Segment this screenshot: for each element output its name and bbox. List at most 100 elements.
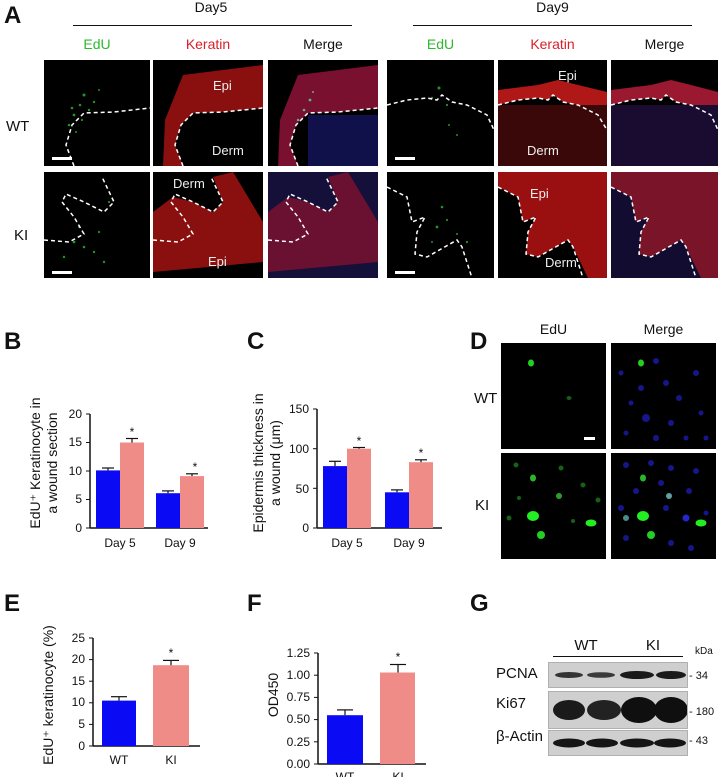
mw-value: 34 <box>695 670 708 682</box>
y-axis-label-line1: EdU⁺ Keratinocyte in <box>27 397 43 528</box>
scale-bar <box>52 157 72 160</box>
mw-value: 43 <box>695 735 708 747</box>
blot-pcna <box>548 662 688 688</box>
label-epi: Epi <box>213 78 232 93</box>
y-tick: 1.25 <box>287 646 311 660</box>
significance-star: * <box>193 460 198 474</box>
col-edu: EdU <box>539 321 568 337</box>
bar-wt <box>102 700 136 746</box>
x-tick: KI <box>165 753 176 767</box>
y-tick: 0 <box>78 739 85 753</box>
image-day5-wt-keratin: Epi Derm <box>153 60 263 166</box>
col-merge: Merge <box>643 321 684 337</box>
blot-actin <box>548 730 688 756</box>
bar-ki-day9 <box>180 476 204 528</box>
x-tick: Day 9 <box>164 536 196 550</box>
y-axis-label-line2: a wound section <box>44 412 60 513</box>
x-tick: Day 5 <box>331 536 363 550</box>
blot-ki67 <box>548 691 688 729</box>
y-tick: 5 <box>75 492 82 506</box>
mw-marker-180: - 180 <box>689 706 715 718</box>
bar-wt-day9 <box>156 493 180 528</box>
group-label-ki: KI <box>645 637 661 654</box>
panel-label-g: G <box>470 590 489 617</box>
y-axis-label: OD450 <box>265 673 281 718</box>
label-derm: Derm <box>173 176 205 191</box>
mw-value: 180 <box>695 706 715 718</box>
day9-rule <box>413 25 692 26</box>
day5-rule <box>73 25 352 26</box>
image-day9-wt-keratin: Epi Derm <box>498 60 607 166</box>
day9-title: Day9 <box>536 0 569 15</box>
bar-ki-day5 <box>347 448 371 528</box>
bar-ki-day5 <box>120 442 144 528</box>
image-day9-wt-edu <box>387 60 494 166</box>
y-tick: 20 <box>69 407 83 421</box>
scale-bar <box>52 271 72 274</box>
y-tick: 150 <box>289 402 309 416</box>
y-tick: 15 <box>72 674 86 688</box>
label-epi: Epi <box>530 186 549 201</box>
y-tick: 10 <box>69 464 83 478</box>
image-day5-ki-keratin: Derm Epi <box>153 172 263 278</box>
group-rule-wt <box>553 656 655 657</box>
y-tick: 0.25 <box>287 735 311 749</box>
x-tick: WT <box>336 770 355 777</box>
y-tick: 15 <box>69 435 83 449</box>
image-day5-ki-edu <box>44 172 150 278</box>
image-day9-ki-merge <box>611 172 718 278</box>
y-axis-label: EdU⁺ keratinocyte (%) <box>40 625 56 765</box>
y-tick: 50 <box>296 482 310 496</box>
col-keratin-day9: Keratin <box>530 36 575 52</box>
col-keratin-day5: Keratin <box>185 36 231 52</box>
y-tick: 0 <box>75 521 82 535</box>
x-tick: Day 9 <box>393 536 425 550</box>
chart-b: EdU⁺ Keratinocyte in a wound section 0 5… <box>0 380 230 550</box>
band-label-pcna: PCNA <box>496 665 538 682</box>
significance-star: * <box>169 646 174 660</box>
row-label-ki: KI <box>14 227 29 244</box>
label-epi: Epi <box>558 68 577 83</box>
bar-wt-day5 <box>323 466 347 528</box>
kda-unit-label: kDa <box>695 646 713 657</box>
panel-label-c: C <box>247 328 265 355</box>
chart-e: EdU⁺ keratinocyte (%) 0 5 10 15 20 25 * … <box>0 620 230 772</box>
mw-marker-34: - 34 <box>689 670 708 682</box>
label-derm: Derm <box>527 143 559 158</box>
x-tick: WT <box>110 753 129 767</box>
y-tick: 100 <box>289 442 309 456</box>
group-rule-ki <box>623 656 683 657</box>
panel-label-d: D <box>470 328 488 355</box>
day5-title: Day5 <box>194 0 228 15</box>
x-tick: Day 5 <box>104 536 136 550</box>
label-epi: Epi <box>208 254 227 269</box>
bar-wt <box>327 715 363 764</box>
image-ki-merge <box>611 453 716 559</box>
band-label-ki67: Ki67 <box>496 695 527 712</box>
scale-bar <box>584 437 595 440</box>
image-day5-ki-merge <box>268 172 378 278</box>
y-tick: 0.00 <box>287 757 311 771</box>
image-day9-ki-edu <box>387 172 494 278</box>
y-tick: 0.75 <box>287 690 311 704</box>
row-label-wt: WT <box>6 118 30 135</box>
label-derm: Derm <box>212 143 244 158</box>
bar-ki <box>380 672 415 764</box>
y-tick: 1.00 <box>287 668 311 682</box>
significance-star: * <box>396 650 401 664</box>
panel-label-f: F <box>247 590 262 617</box>
col-edu-day5: EdU <box>83 36 111 52</box>
significance-star: * <box>419 446 424 460</box>
significance-star: * <box>357 434 362 448</box>
bar-ki <box>153 665 189 746</box>
group-label-wt: WT <box>574 637 598 654</box>
y-axis-label-line1: Epidermis thickness in <box>250 393 266 532</box>
y-axis-label-line2: a wound (μm) <box>267 420 283 506</box>
chart-f: OD450 0.00 0.25 0.50 0.75 1.00 1.25 * WT… <box>230 620 460 777</box>
image-ki-edu <box>501 453 606 559</box>
col-merge-day9: Merge <box>644 36 685 52</box>
image-wt-merge <box>611 343 716 449</box>
row-label-wt: WT <box>474 390 498 407</box>
panel-label-a: A <box>4 2 22 29</box>
y-tick: 10 <box>72 695 86 709</box>
